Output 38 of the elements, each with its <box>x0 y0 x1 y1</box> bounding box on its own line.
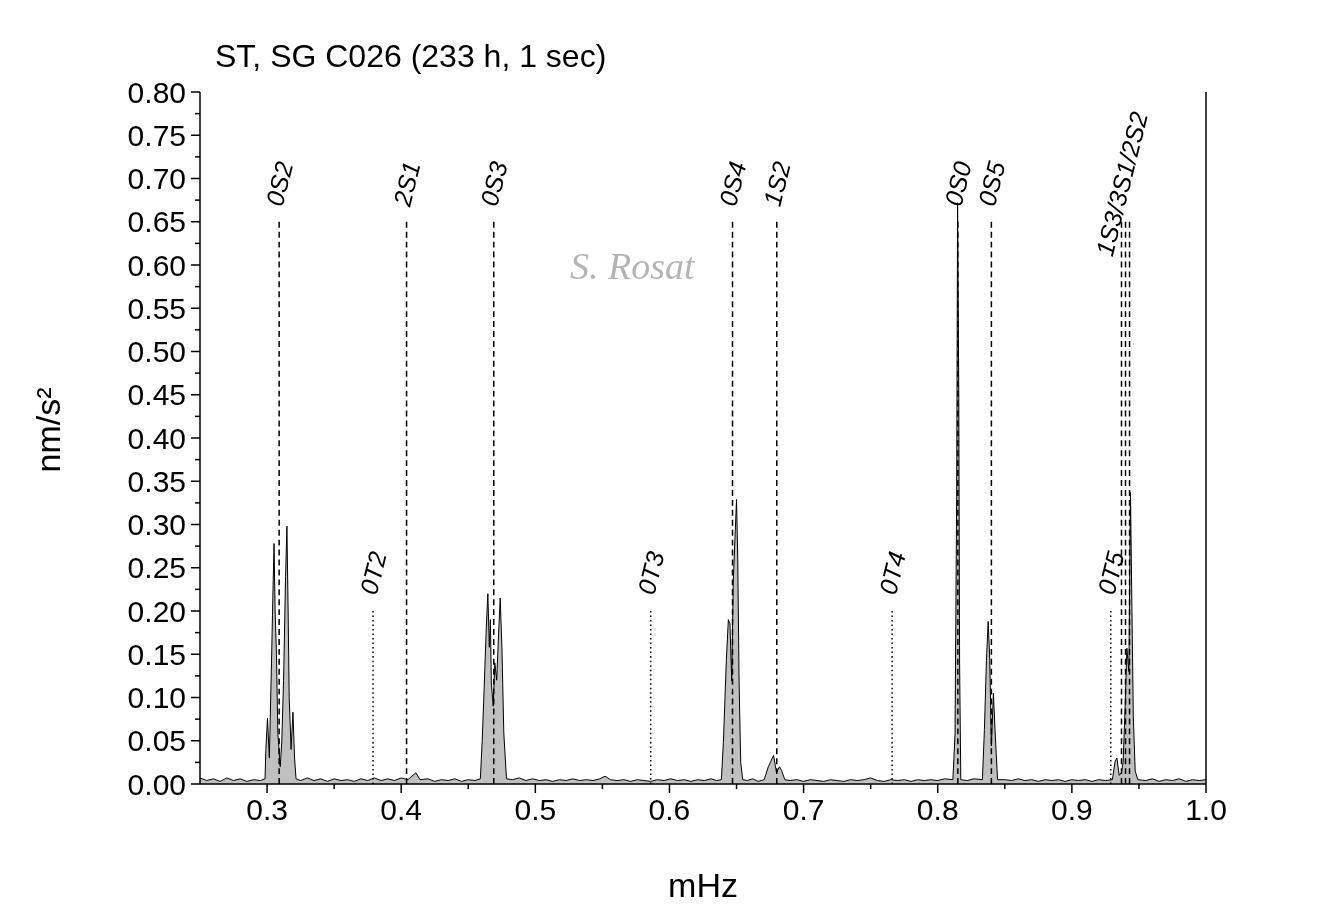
x-tick-label: 1.0 <box>1185 792 1227 826</box>
x-tick-label: 0.6 <box>648 792 691 826</box>
y-tick-label: 0.05 <box>127 724 186 758</box>
y-tick-label: 0.10 <box>127 681 186 714</box>
y-tick-label: 0.20 <box>127 594 186 628</box>
y-tick-label: 0.30 <box>127 508 186 541</box>
ref-line-label: 2S1 <box>387 158 426 210</box>
x-tick-label: 0.3 <box>246 792 288 826</box>
y-tick-label: 0.35 <box>127 464 186 498</box>
ref-line-label: 0T5 <box>1091 548 1130 598</box>
x-tick-label: 0.5 <box>514 792 557 826</box>
ref-line-label: 1S2 <box>757 158 796 209</box>
x-tick-label: 0.8 <box>916 792 959 826</box>
ref-line-label: 0T3 <box>631 548 670 598</box>
ref-line-label: 0T4 <box>873 548 911 598</box>
x-tick-label: 0.9 <box>1051 792 1093 826</box>
y-tick-label: 0.70 <box>127 162 186 195</box>
y-tick-label: 0.65 <box>127 205 186 239</box>
x-tick-label: 0.7 <box>782 792 825 826</box>
ref-line-label: 0S2 <box>260 158 299 209</box>
y-tick-label: 0.50 <box>127 335 186 368</box>
chart-title: ST, SG C026 (233 h, 1 sec) <box>215 38 607 74</box>
y-tick-label: 0.25 <box>127 551 186 585</box>
ref-line-label: 0S4 <box>713 158 752 209</box>
ref-line-label: 0T2 <box>354 548 392 598</box>
x-tick-label: 0.4 <box>380 792 423 826</box>
y-tick-label: 0.40 <box>127 421 186 455</box>
x-axis-title: mHz <box>668 865 738 905</box>
ref-line-label: 0S3 <box>474 158 513 209</box>
y-tick-label: 0.55 <box>127 291 186 325</box>
annotation: S. Rosat <box>570 244 695 288</box>
y-tick-label: 0.45 <box>127 378 186 412</box>
y-tick-label: 0.80 <box>127 75 186 109</box>
y-tick-label: 0.00 <box>127 767 186 801</box>
y-tick-label: 0.15 <box>127 637 186 671</box>
y-tick-label: 0.75 <box>127 118 186 152</box>
y-axis-title: nm/s² <box>28 387 68 473</box>
y-tick-label: 0.60 <box>127 248 186 282</box>
